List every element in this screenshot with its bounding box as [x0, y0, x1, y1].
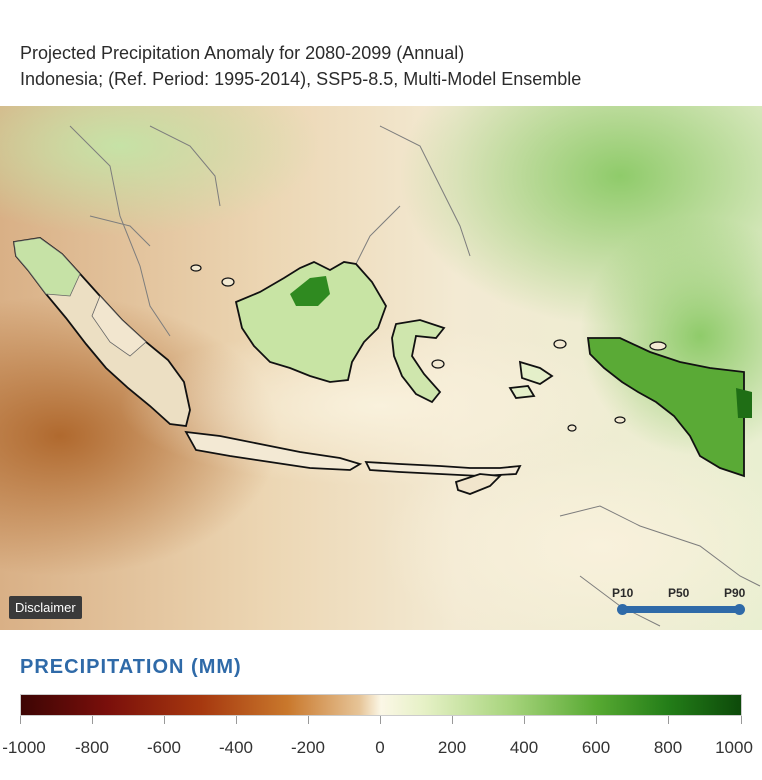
- colorbar-tick: [668, 716, 669, 724]
- small-islands: [190, 264, 667, 432]
- colorbar-tick: [236, 716, 237, 724]
- java-island: [184, 430, 363, 471]
- colorbar-tick: [164, 716, 165, 724]
- borneo-island: [234, 261, 387, 383]
- colorbar-tick-label: 600: [581, 738, 611, 757]
- papua-island: [586, 337, 745, 478]
- timor-island: [454, 473, 502, 495]
- wet-anomaly-region: [0, 106, 320, 236]
- colorbar-tick: [741, 716, 742, 724]
- colorbar-tick-label: -600: [146, 738, 182, 757]
- colorbar-tick: [92, 716, 93, 724]
- percentile-slider-knob[interactable]: [734, 604, 745, 615]
- percentile-label-p90[interactable]: P90: [724, 586, 746, 600]
- precipitation-colorbar: [20, 694, 742, 716]
- map-view[interactable]: [0, 106, 762, 630]
- percentile-selector-labels: P10 P50 P90: [610, 586, 760, 604]
- colorbar-tick: [524, 716, 525, 724]
- precipitation-map[interactable]: [0, 106, 762, 630]
- maluku-islands: [508, 360, 554, 399]
- percentile-label-p10[interactable]: P10: [612, 586, 634, 600]
- title-line-2: Indonesia; (Ref. Period: 1995-2014), SSP…: [20, 69, 582, 89]
- colorbar-tick-label: -1000: [2, 738, 46, 757]
- colorbar-tick-label: 800: [653, 738, 683, 757]
- colorbar-tick: [596, 716, 597, 724]
- percentile-slider-knob[interactable]: [617, 604, 628, 615]
- colorbar-tick-label: 400: [509, 738, 539, 757]
- colorbar-tick-label: -200: [290, 738, 326, 757]
- colorbar-ticks: -1000 -800 -600 -400 -200 0 200 400 600 …: [0, 716, 762, 757]
- colorbar-tick: [20, 716, 21, 724]
- colorbar-tick-label: 1000: [715, 738, 753, 757]
- indonesia-boundaries: [12, 237, 752, 495]
- colorbar-tick-label: -400: [218, 738, 254, 757]
- neighbor-boundaries: [69, 125, 761, 627]
- colorbar-tick: [380, 716, 381, 724]
- map-title: Projected Precipitation Anomaly for 2080…: [20, 40, 581, 92]
- colorbar-tick-label: 200: [437, 738, 467, 757]
- percentile-slider[interactable]: [617, 604, 745, 615]
- sulawesi-island: [391, 319, 446, 404]
- disclaimer-button[interactable]: Disclaimer: [9, 596, 82, 619]
- title-line-1: Projected Precipitation Anomaly for 2080…: [20, 43, 465, 63]
- colorbar-tick: [308, 716, 309, 724]
- colorbar-tick-label: 0: [375, 738, 385, 757]
- colorbar-tick-label: -800: [74, 738, 110, 757]
- legend-title: PRECIPITATION (MM): [20, 656, 242, 678]
- lesser-sunda-islands: [364, 461, 522, 477]
- colorbar-tick: [452, 716, 453, 724]
- percentile-label-p50[interactable]: P50: [668, 586, 690, 600]
